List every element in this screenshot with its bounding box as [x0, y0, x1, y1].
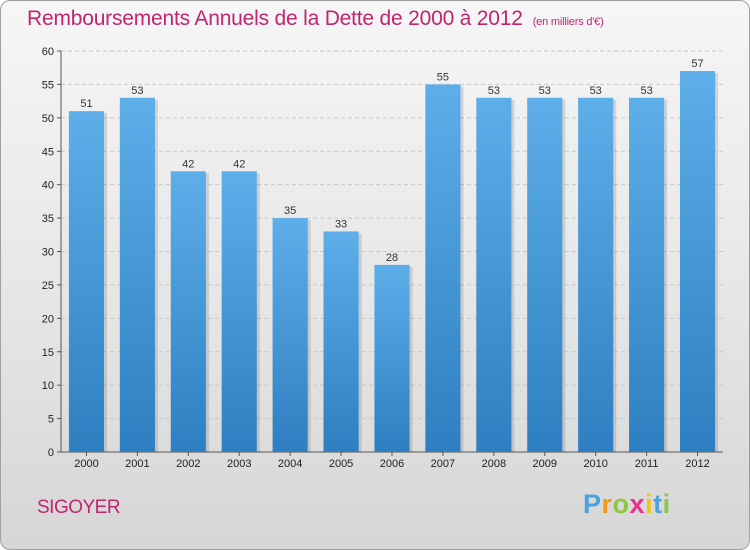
bar-value-label: 42 [233, 158, 245, 170]
logo-letter: i [645, 489, 654, 519]
y-tick-label: 10 [42, 380, 54, 392]
x-tick-label: 2005 [329, 458, 353, 470]
bar-value-label: 57 [691, 58, 703, 70]
bar [170, 171, 206, 453]
chart-title: Remboursements Annuels de la Dette de 20… [27, 7, 604, 31]
bar-value-label: 53 [488, 85, 500, 97]
y-tick-label: 15 [42, 347, 54, 359]
bar [272, 218, 308, 452]
city-name: SIGOYER [37, 497, 121, 518]
x-tick-label: 2012 [685, 458, 709, 470]
chart-subtitle: (en milliers d'€) [532, 16, 604, 28]
x-tick-label: 2000 [74, 458, 98, 470]
bar-value-label: 35 [284, 205, 296, 217]
bar [629, 97, 665, 453]
y-tick-label: 45 [42, 146, 54, 158]
bar [68, 111, 105, 453]
y-tick-label: 55 [42, 79, 54, 91]
x-tick-label: 2007 [431, 458, 455, 470]
y-tick-label: 20 [42, 313, 54, 325]
y-tick-label: 40 [42, 180, 54, 192]
x-tick-label: 2009 [533, 458, 557, 470]
x-tick-label: 2006 [380, 458, 404, 470]
bar [119, 97, 155, 453]
logo-letter: P [583, 489, 602, 519]
x-tick-label: 2010 [583, 458, 607, 470]
x-tick-label: 2001 [125, 458, 149, 470]
bar-value-label: 53 [590, 85, 602, 97]
bars [68, 71, 719, 453]
bar [425, 84, 461, 453]
bar [578, 97, 614, 453]
bar-value-label: 33 [335, 218, 347, 230]
bar-value-label: 42 [182, 158, 194, 170]
y-tick-label: 5 [48, 414, 54, 426]
x-tick-label: 2002 [176, 458, 200, 470]
logo-letter: i [662, 489, 671, 519]
x-tick-label: 2003 [227, 458, 251, 470]
bar-value-label: 28 [386, 252, 398, 264]
x-tick-label: 2008 [482, 458, 506, 470]
y-tick-label: 50 [42, 113, 54, 125]
y-tick-label: 0 [48, 447, 54, 459]
bar-value-label: 51 [80, 98, 92, 110]
y-tick-label: 30 [42, 247, 54, 259]
bar-value-label: 53 [539, 85, 551, 97]
bar-value-label: 55 [437, 71, 449, 83]
y-tick-label: 60 [42, 46, 54, 58]
bar [221, 171, 257, 453]
bar [476, 97, 512, 453]
bar [679, 71, 716, 453]
labels: 0 5 10 15 20 25 30 35 40 45 50 55 60 2000 51 2001 53 2002… [42, 46, 710, 470]
bar-value-label: 53 [640, 85, 652, 97]
x-tick-label: 2004 [278, 458, 302, 470]
logo-letter: r [601, 489, 613, 519]
bar [527, 97, 563, 453]
bar-value-label: 53 [131, 85, 143, 97]
y-tick-label: 25 [42, 280, 54, 292]
logo-letter: t [653, 489, 663, 519]
logo-letter: o [612, 489, 630, 519]
proxiti-logo[interactable]: Proxiti [583, 489, 671, 520]
bar [374, 264, 410, 452]
bar [323, 231, 359, 452]
chart-title-text: Remboursements Annuels de la Dette de 20… [27, 7, 523, 30]
logo-letter: x [629, 489, 646, 519]
x-tick-label: 2011 [635, 458, 659, 470]
y-tick-label: 35 [42, 213, 54, 225]
